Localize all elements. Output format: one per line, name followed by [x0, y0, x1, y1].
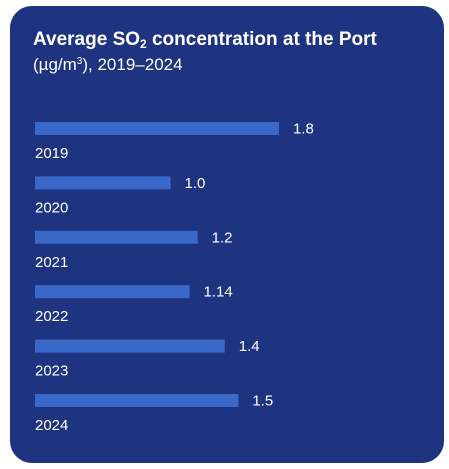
category-label-2019: 2019	[35, 145, 68, 162]
chart-card: Average SO2 concentration at the Port (µ…	[10, 6, 444, 463]
value-label-2021: 1.2	[212, 229, 233, 246]
bar-2019	[35, 122, 279, 135]
bar-2024	[35, 394, 239, 407]
bar-2023	[35, 339, 225, 353]
value-label-2019: 1.8	[293, 121, 314, 138]
bar-chart: 1.8 2019 1.0 2020 1.2 2021 1.14 2022 1.4 2023 1.5 2…	[35, 121, 314, 434]
title-prefix: Average SO	[33, 29, 141, 50]
category-label-2022: 2022	[35, 308, 68, 325]
bar-2022	[35, 285, 190, 299]
title-suffix: concentration at the Port	[146, 29, 377, 50]
category-label-2020: 2020	[35, 199, 68, 216]
value-label-2024: 1.5	[252, 393, 273, 410]
subtitle-prefix: (µg/m	[33, 55, 77, 74]
chart-title: Average SO2 concentration at the Port	[33, 27, 377, 53]
value-label-2022: 1.14	[204, 284, 233, 301]
subtitle-suffix: ), 2019–2024	[82, 55, 183, 74]
category-label-2021: 2021	[35, 254, 68, 271]
value-label-2023: 1.4	[239, 338, 260, 355]
chart-subtitle: (µg/m3), 2019–2024	[33, 53, 183, 77]
category-label-2024: 2024	[35, 417, 68, 434]
value-label-2020: 1.0	[185, 175, 206, 192]
subtitle-superscript: 3	[76, 56, 83, 67]
category-label-2023: 2023	[35, 363, 68, 380]
bar-2020	[35, 176, 171, 190]
bar-2021	[35, 230, 198, 244]
title-subscript: 2	[140, 37, 147, 51]
